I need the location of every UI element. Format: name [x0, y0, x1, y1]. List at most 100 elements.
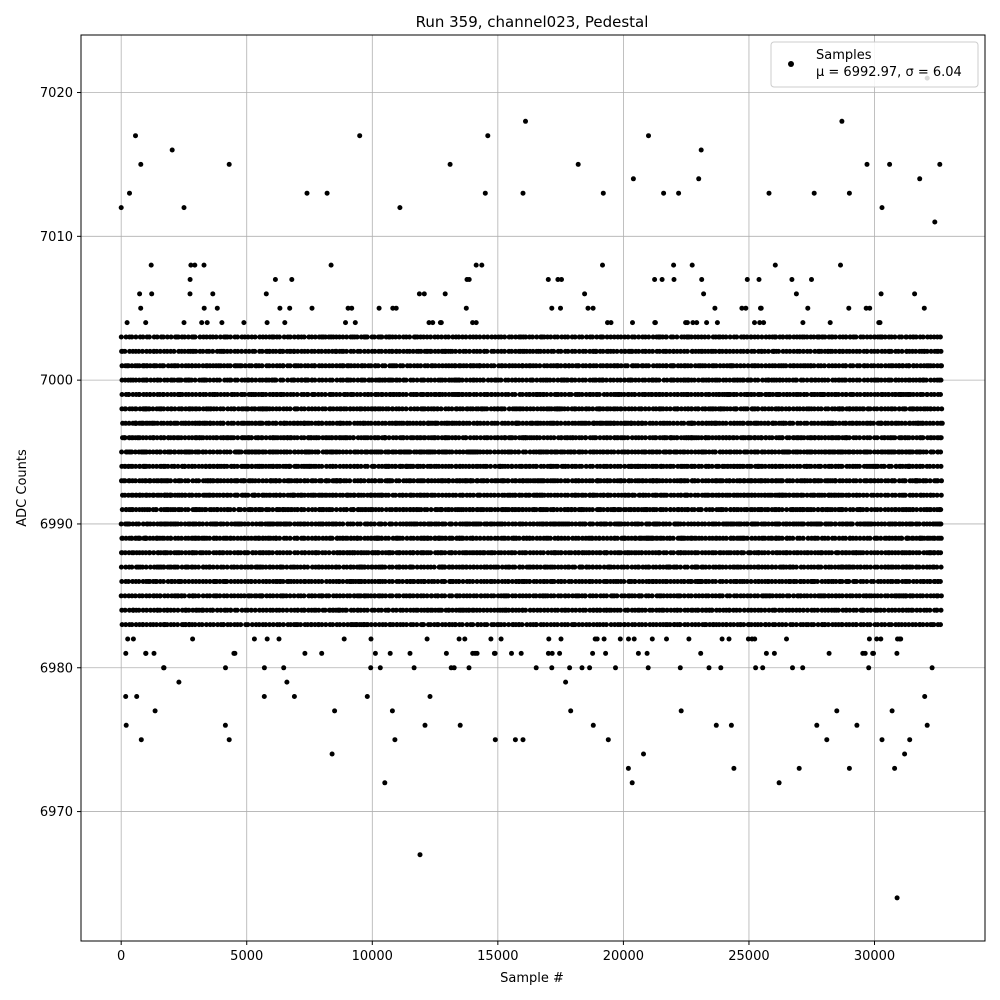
data-point — [319, 650, 325, 656]
data-point — [289, 277, 295, 282]
data-point — [793, 521, 799, 527]
data-point — [938, 492, 944, 498]
data-point — [149, 291, 155, 297]
data-point — [328, 262, 334, 268]
data-point — [143, 650, 149, 656]
data-point — [800, 320, 806, 326]
data-point — [604, 593, 610, 599]
data-point — [769, 507, 775, 513]
data-point — [148, 262, 154, 268]
data-point — [153, 507, 159, 513]
data-point — [329, 564, 335, 570]
data-point — [698, 650, 704, 656]
data-point — [604, 550, 609, 556]
data-point — [190, 636, 196, 642]
data-point — [137, 291, 143, 297]
data-point — [899, 507, 905, 513]
data-point — [790, 665, 795, 671]
data-point — [435, 535, 441, 541]
data-point — [459, 622, 465, 628]
data-point — [888, 564, 894, 570]
data-point — [201, 262, 207, 268]
data-point — [277, 305, 283, 311]
data-point — [843, 535, 848, 541]
data-point — [938, 550, 944, 556]
data-point — [603, 650, 609, 656]
data-point — [652, 320, 658, 326]
data-point — [827, 320, 833, 326]
data-point — [626, 636, 631, 642]
data-point — [734, 507, 740, 513]
data-point — [472, 650, 478, 656]
data-point — [122, 478, 128, 484]
data-point — [843, 521, 849, 527]
data-point — [343, 320, 348, 326]
data-point — [501, 607, 507, 613]
data-point — [187, 291, 193, 297]
data-point — [758, 305, 764, 311]
data-point — [741, 622, 747, 628]
data-point — [495, 607, 501, 613]
data-point — [175, 492, 181, 498]
data-point — [677, 665, 683, 671]
data-point — [805, 305, 811, 311]
data-point — [559, 277, 564, 282]
data-point — [442, 593, 448, 599]
data-point — [704, 320, 710, 326]
data-point — [491, 593, 497, 599]
data-point — [245, 492, 251, 498]
data-point — [593, 593, 599, 599]
data-point — [161, 665, 167, 671]
data-point — [684, 507, 690, 513]
data-point — [509, 650, 514, 656]
data-point — [678, 492, 684, 498]
data-point — [185, 521, 191, 527]
data-point — [449, 593, 455, 599]
data-point — [663, 507, 669, 513]
data-point — [617, 636, 623, 642]
data-point — [644, 650, 650, 656]
data-point — [897, 636, 903, 642]
data-point — [223, 665, 228, 671]
data-point — [352, 320, 358, 326]
data-point — [701, 291, 707, 297]
data-point — [608, 320, 614, 326]
data-point — [519, 622, 525, 628]
data-point — [138, 305, 144, 311]
data-point — [389, 564, 395, 570]
data-point — [466, 607, 472, 613]
data-point — [428, 507, 434, 513]
data-point — [442, 521, 448, 527]
data-point — [587, 665, 593, 671]
data-point — [147, 593, 153, 599]
data-point — [375, 550, 381, 556]
data-point — [431, 564, 437, 570]
data-point — [322, 492, 328, 498]
data-point — [811, 622, 817, 628]
data-point — [386, 607, 392, 613]
data-point — [787, 521, 793, 527]
data-point — [874, 636, 880, 642]
data-point — [714, 320, 720, 326]
data-point — [611, 579, 617, 584]
data-point — [428, 535, 434, 541]
data-point — [558, 305, 563, 311]
data-point — [358, 535, 363, 541]
data-point — [671, 277, 677, 282]
data-point — [123, 650, 129, 656]
data-point — [252, 607, 258, 613]
data-point — [526, 564, 532, 570]
data-point — [779, 535, 785, 541]
data-point — [185, 478, 191, 484]
data-point — [349, 305, 355, 311]
data-point — [376, 305, 382, 311]
data-point — [407, 650, 413, 656]
data-point — [126, 492, 131, 498]
data-point — [761, 320, 767, 326]
data-point — [765, 550, 771, 556]
data-point — [594, 636, 600, 642]
data-point — [294, 535, 300, 541]
data-point — [603, 622, 609, 628]
data-point — [850, 564, 855, 570]
